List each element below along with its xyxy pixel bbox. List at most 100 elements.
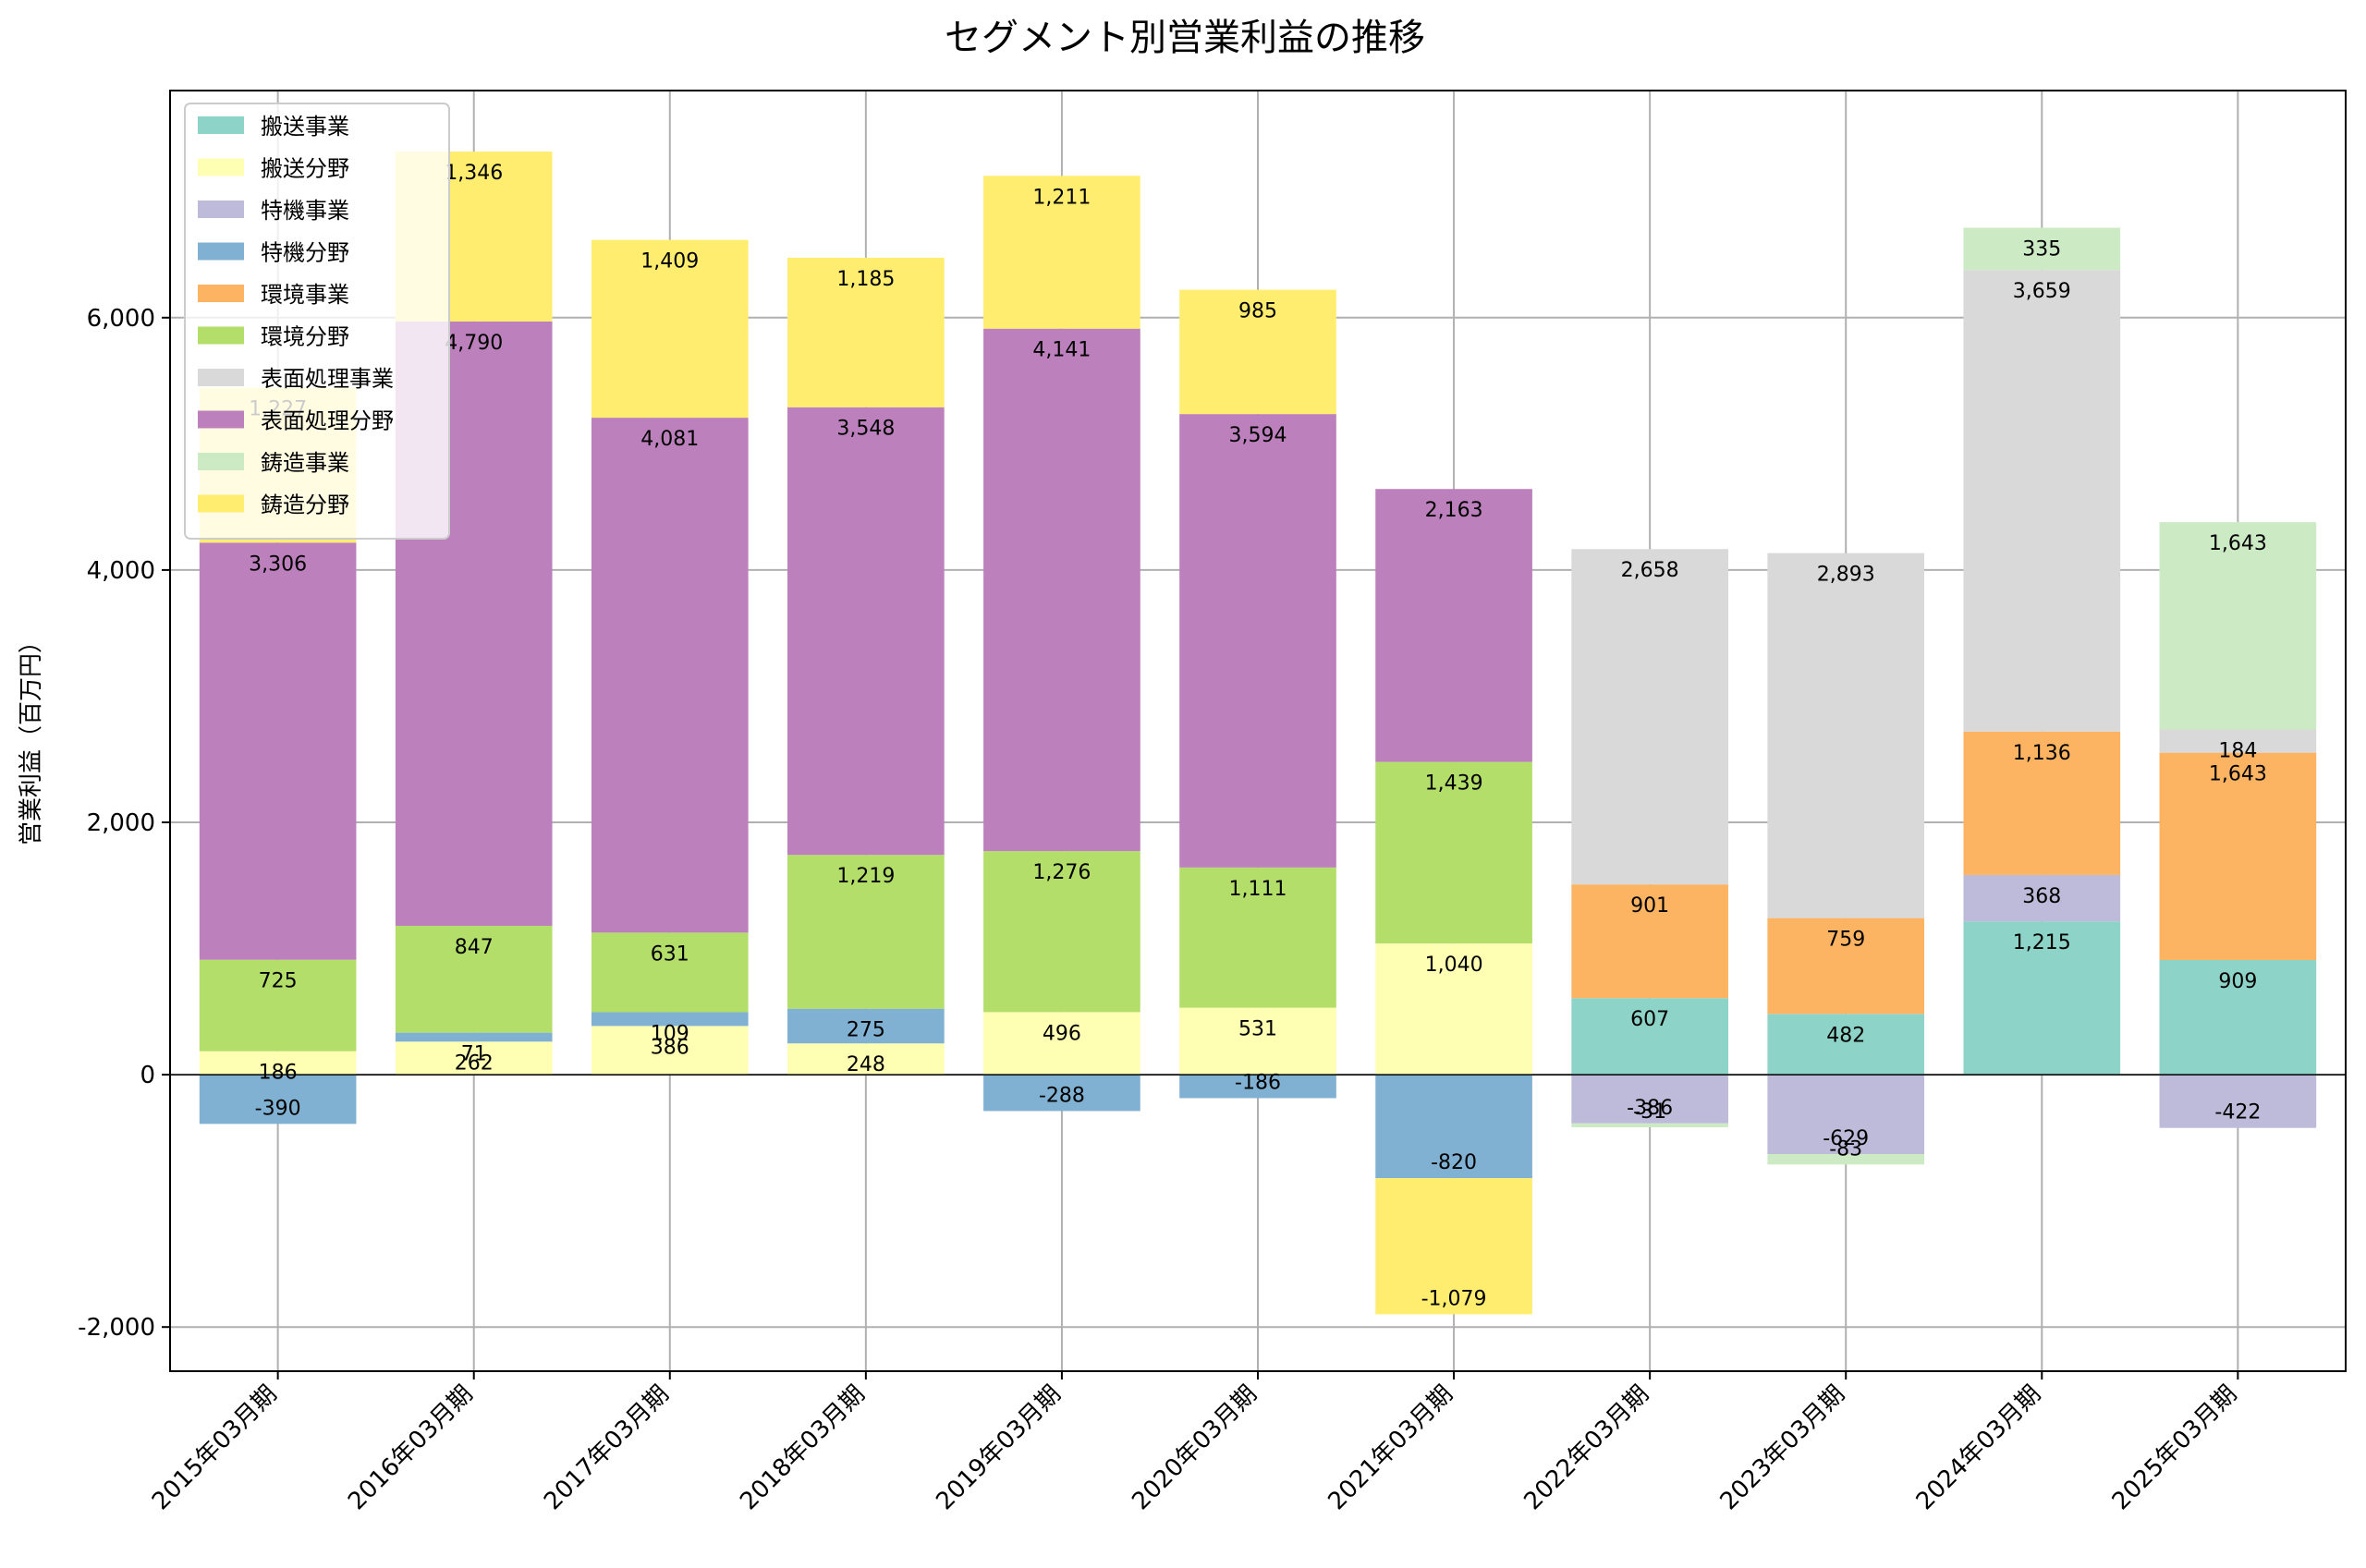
- bar-segment: [1375, 943, 1532, 1076]
- bar-segment: [1767, 918, 1925, 1015]
- data-label: 1,643: [2209, 532, 2267, 555]
- data-label: 1,219: [836, 865, 895, 888]
- data-label: 1,185: [836, 268, 895, 291]
- data-label: 109: [651, 1023, 689, 1046]
- data-label: 847: [455, 936, 494, 959]
- bar-segment: [2159, 729, 2317, 753]
- data-label: -83: [1829, 1137, 1862, 1161]
- data-label: 4,081: [640, 428, 699, 451]
- bar-segment: [983, 851, 1140, 1013]
- data-label: 4,141: [1032, 339, 1091, 362]
- legend-swatch: [198, 453, 244, 470]
- data-label: 985: [1238, 300, 1277, 323]
- y-axis-label: 営業利益（百万円）: [18, 629, 45, 845]
- legend-swatch: [198, 201, 244, 218]
- bar-segment: [787, 407, 945, 856]
- data-label: 1,409: [640, 250, 699, 273]
- bar-segment: [1963, 921, 2121, 1076]
- bar-segment: [1571, 884, 1728, 999]
- data-label: 2,163: [1425, 499, 1483, 522]
- data-label: 386: [651, 1036, 689, 1059]
- bar-segment: [591, 932, 749, 1013]
- legend-box: [184, 103, 450, 540]
- legend-label: 特機分野: [261, 240, 349, 266]
- legend-label: 鋳造事業: [261, 450, 349, 476]
- y-tick-label: 6,000: [87, 305, 155, 333]
- legend-swatch: [198, 410, 244, 429]
- data-label: 1,439: [1425, 772, 1483, 796]
- bar-segment: [1963, 270, 2121, 732]
- bar-segment: [787, 855, 945, 1009]
- data-label: 1,136: [2013, 742, 2071, 765]
- bar-segment: [1767, 1075, 1925, 1154]
- data-label: 496: [1043, 1022, 1081, 1045]
- bar-segment: [2159, 959, 2317, 1076]
- bar-segment: [395, 925, 553, 1033]
- bar-segment: [1179, 1007, 1336, 1076]
- bar-segment: [983, 328, 1140, 852]
- legend-label: 環境事業: [261, 282, 349, 308]
- data-label: -422: [2214, 1101, 2261, 1124]
- bar-segment: [1375, 1075, 1532, 1179]
- bar-segment: [1571, 1075, 1728, 1124]
- data-labels-layer: 186-3907253,3061,227262718474,7901,34638…: [249, 162, 2267, 1310]
- data-label: 1,346: [445, 162, 503, 185]
- data-label: 3,548: [836, 418, 895, 441]
- data-label: 1,643: [2209, 763, 2267, 786]
- legend-label: 特機事業: [261, 198, 349, 224]
- bar-segment: [1375, 1178, 1532, 1315]
- data-label: 2,658: [1621, 559, 1679, 582]
- data-label: -820: [1431, 1151, 1477, 1174]
- data-label: 71: [461, 1043, 487, 1066]
- bar-segment: [591, 239, 749, 419]
- data-label: -629: [1823, 1127, 1869, 1150]
- data-label: 901: [1630, 894, 1669, 918]
- bar-segment: [395, 1041, 553, 1076]
- data-label: -186: [1235, 1072, 1281, 1095]
- data-label: -390: [255, 1097, 301, 1120]
- bar-segment: [1375, 489, 1532, 762]
- bar-segment: [199, 1075, 357, 1124]
- bar-segment: [983, 176, 1140, 329]
- legend-swatch: [198, 158, 244, 176]
- data-label: -1,079: [1421, 1287, 1487, 1310]
- data-label: -288: [1039, 1084, 1085, 1107]
- data-label: 1,211: [1032, 186, 1091, 209]
- data-label: 3,306: [249, 553, 307, 576]
- data-label: 2,893: [1817, 564, 1875, 587]
- bar-segment: [1963, 731, 2121, 875]
- data-label: 262: [455, 1051, 494, 1075]
- bar-segment: [591, 1026, 749, 1076]
- bar-segment: [1571, 1123, 1728, 1128]
- data-label: 3,594: [1229, 424, 1287, 447]
- bar-segment: [1375, 761, 1532, 944]
- bar-segment: [2159, 522, 2317, 730]
- bar-segment: [1571, 998, 1728, 1076]
- bar-segment: [2159, 1075, 2317, 1128]
- bar-segment: [787, 1008, 945, 1044]
- bar-segment: [1179, 867, 1336, 1008]
- data-label: 184: [2218, 739, 2257, 762]
- data-label: 631: [651, 942, 689, 966]
- bar-segment: [1179, 1075, 1336, 1099]
- legend-swatch: [198, 494, 244, 513]
- data-label: 4,790: [445, 332, 503, 355]
- legend-swatch: [198, 285, 244, 302]
- data-label: 335: [2022, 237, 2061, 261]
- bar-segment: [199, 542, 357, 960]
- data-label: 1,215: [2013, 931, 2071, 954]
- legend-label: 環境分野: [261, 324, 349, 350]
- data-label: -386: [1627, 1097, 1673, 1120]
- legend-label: 搬送事業: [261, 114, 349, 140]
- legend-swatch: [198, 116, 244, 134]
- data-label: 909: [2218, 970, 2257, 993]
- bar-segment: [1963, 874, 2121, 922]
- data-label: 1,040: [1425, 954, 1483, 977]
- bar-segment: [591, 1012, 749, 1027]
- y-tick-label: 4,000: [87, 557, 155, 585]
- data-label: 3,659: [2013, 280, 2071, 303]
- bars-layer: [199, 152, 2317, 1315]
- data-label: 1,111: [1229, 878, 1287, 901]
